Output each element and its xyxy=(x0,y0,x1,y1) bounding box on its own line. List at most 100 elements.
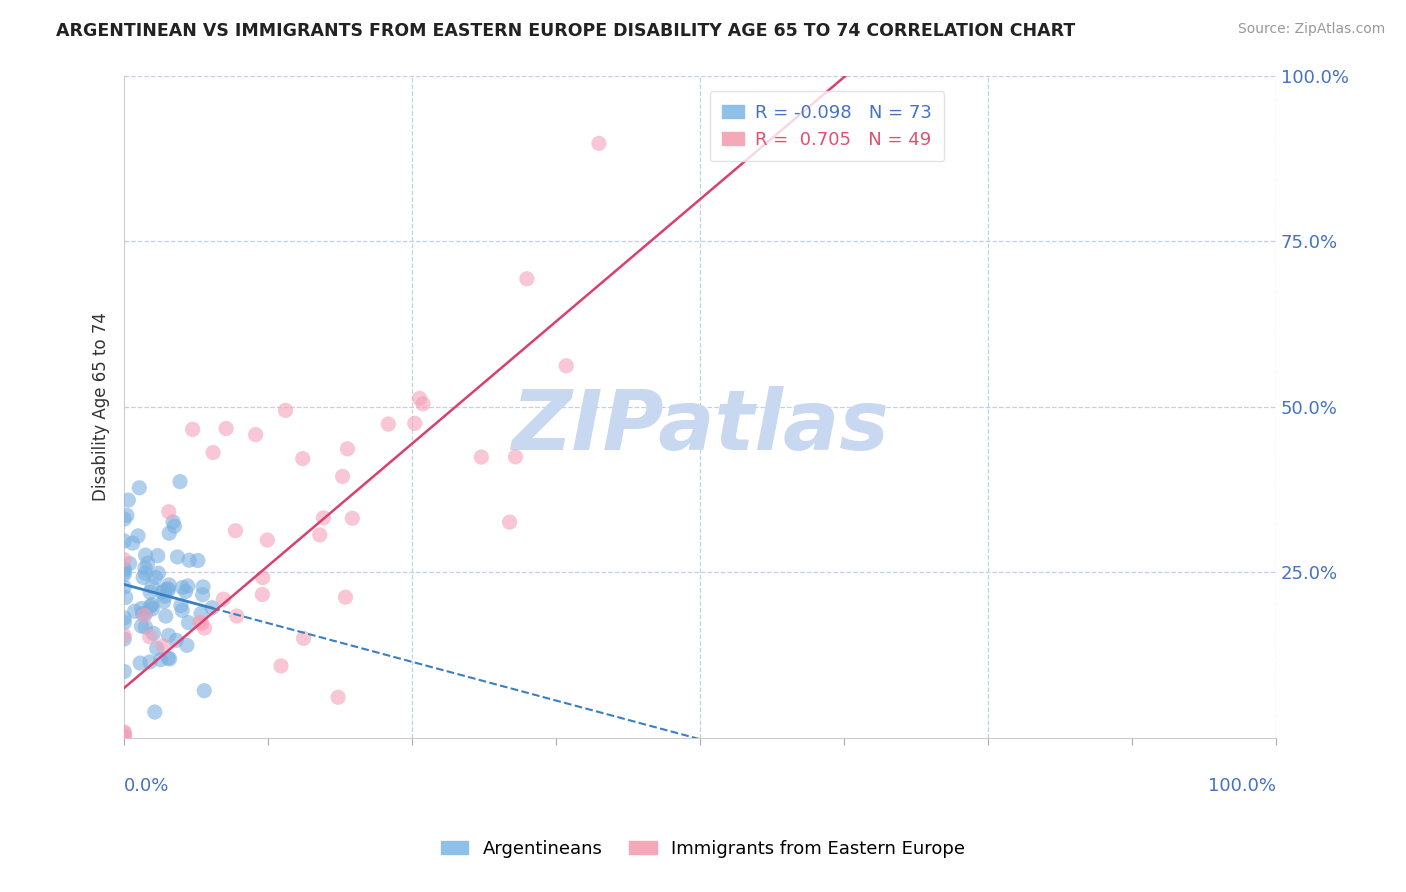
Point xyxy=(145,641,167,656)
Point xyxy=(127,529,149,543)
Point xyxy=(112,730,135,744)
Point xyxy=(134,608,156,623)
Point xyxy=(141,580,163,594)
Point xyxy=(177,615,200,630)
Point xyxy=(132,570,155,584)
Point xyxy=(172,603,194,617)
Point xyxy=(212,592,235,607)
Point xyxy=(588,136,610,151)
Point xyxy=(141,602,163,616)
Point xyxy=(153,582,176,597)
Point xyxy=(112,729,135,743)
Point xyxy=(170,599,193,613)
Point xyxy=(312,511,335,525)
Legend: R = -0.098   N = 73, R =  0.705   N = 49: R = -0.098 N = 73, R = 0.705 N = 49 xyxy=(710,91,945,161)
Point xyxy=(201,600,224,615)
Point xyxy=(148,566,170,581)
Point xyxy=(139,655,162,669)
Point xyxy=(404,417,426,431)
Point xyxy=(377,417,399,431)
Point xyxy=(176,638,198,652)
Point xyxy=(157,526,180,541)
Y-axis label: Disability Age 65 to 74: Disability Age 65 to 74 xyxy=(93,312,110,501)
Point xyxy=(252,588,274,602)
Point xyxy=(128,481,150,495)
Text: ARGENTINEAN VS IMMIGRANTS FROM EASTERN EUROPE DISABILITY AGE 65 TO 74 CORRELATIO: ARGENTINEAN VS IMMIGRANTS FROM EASTERN E… xyxy=(56,22,1076,40)
Point xyxy=(134,607,156,621)
Point xyxy=(112,512,135,526)
Point xyxy=(139,585,162,599)
Point xyxy=(165,633,187,648)
Point xyxy=(270,659,292,673)
Point xyxy=(131,601,153,615)
Text: ZIPatlas: ZIPatlas xyxy=(512,386,889,467)
Point xyxy=(112,611,135,625)
Point xyxy=(202,445,225,459)
Point xyxy=(252,571,274,585)
Point xyxy=(115,508,138,523)
Point xyxy=(193,683,215,698)
Point xyxy=(145,570,167,584)
Point xyxy=(256,533,278,547)
Point xyxy=(335,590,357,604)
Point xyxy=(112,533,135,548)
Point xyxy=(141,598,163,612)
Text: Source: ZipAtlas.com: Source: ZipAtlas.com xyxy=(1237,22,1385,37)
Point xyxy=(139,599,162,614)
Point xyxy=(505,450,527,464)
Point xyxy=(336,442,359,456)
Point xyxy=(112,789,135,804)
Point xyxy=(225,609,247,624)
Point xyxy=(112,725,135,739)
Point xyxy=(174,584,197,599)
Point xyxy=(134,620,156,634)
Point xyxy=(470,450,492,464)
Point xyxy=(131,619,153,633)
Point xyxy=(274,403,297,417)
Point xyxy=(292,632,315,646)
Point xyxy=(157,583,180,598)
Point xyxy=(191,588,214,602)
Point xyxy=(134,566,156,581)
Point xyxy=(131,607,153,621)
Point xyxy=(408,392,430,406)
Point xyxy=(117,493,139,508)
Point xyxy=(136,556,159,570)
Point xyxy=(112,740,135,755)
Point xyxy=(188,615,211,630)
Point xyxy=(498,515,520,529)
Text: 0.0%: 0.0% xyxy=(124,777,170,796)
Point xyxy=(112,665,135,679)
Point xyxy=(215,421,238,435)
Point xyxy=(112,562,135,576)
Point xyxy=(157,651,180,665)
Point xyxy=(291,451,314,466)
Point xyxy=(153,589,176,603)
Point xyxy=(138,630,160,644)
Point xyxy=(112,838,135,852)
Point xyxy=(166,549,188,564)
Point xyxy=(181,422,204,436)
Point xyxy=(141,795,163,809)
Point xyxy=(112,580,135,594)
Point xyxy=(121,536,143,550)
Point xyxy=(129,656,152,670)
Point xyxy=(245,427,267,442)
Point xyxy=(412,397,434,411)
Legend: Argentineans, Immigrants from Eastern Europe: Argentineans, Immigrants from Eastern Eu… xyxy=(434,833,972,865)
Point xyxy=(190,607,212,621)
Point xyxy=(155,609,177,624)
Point xyxy=(308,528,330,542)
Point xyxy=(112,628,135,642)
Point xyxy=(516,272,538,286)
Point xyxy=(150,585,173,599)
Point xyxy=(118,557,141,571)
Point xyxy=(112,552,135,566)
Point xyxy=(191,580,214,594)
Point xyxy=(162,515,184,529)
Point xyxy=(146,549,169,563)
Point xyxy=(193,621,215,635)
Point xyxy=(169,475,191,489)
Point xyxy=(124,604,146,618)
Point xyxy=(224,524,246,538)
